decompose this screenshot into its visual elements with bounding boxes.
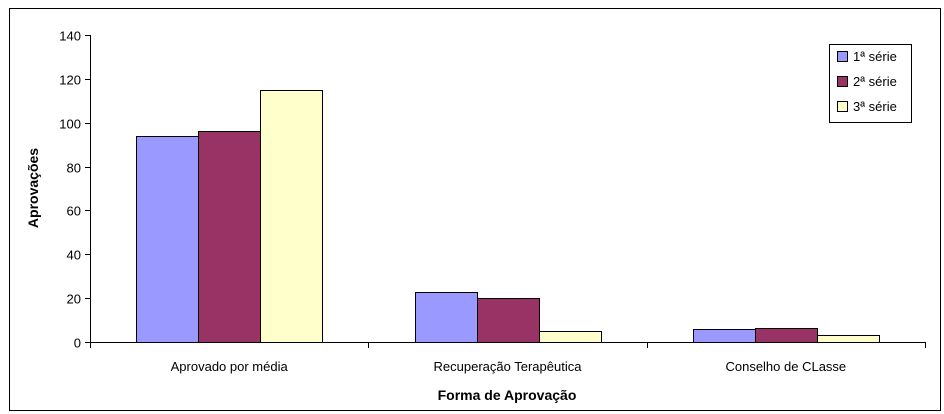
bar	[817, 335, 880, 343]
x-axis: Aprovado por média Recuperação Terapêutic…	[90, 342, 926, 374]
bar	[136, 136, 199, 343]
bar	[539, 331, 602, 343]
y-tick-label: 20	[67, 292, 81, 307]
y-tick-label: 60	[67, 204, 81, 219]
bar	[198, 131, 261, 343]
y-tick-label: 100	[59, 117, 81, 132]
x-tick-label: Aprovado por média	[171, 359, 289, 374]
legend-label: 2ª série	[853, 74, 897, 89]
x-tick-label: Recuperação Terapêutica	[434, 359, 583, 374]
y-tick-label: 40	[67, 248, 81, 263]
y-tick-label: 0	[74, 336, 81, 351]
y-tick-label: 120	[59, 73, 81, 88]
legend-label: 1ª série	[853, 49, 897, 64]
bar	[755, 328, 818, 343]
legend-swatch	[837, 101, 848, 112]
y-axis-title: Aprovações	[25, 148, 41, 228]
legend-swatch	[837, 76, 848, 87]
bar	[477, 298, 540, 343]
legend: 1ª série 2ª série 3ª série	[829, 44, 912, 123]
x-axis-title: Forma de Aprovação	[438, 387, 577, 403]
y-tick-label: 140	[59, 29, 81, 44]
y-tick-label: 80	[67, 161, 81, 176]
plot-area	[136, 90, 880, 343]
bar	[260, 90, 323, 343]
legend-swatch	[837, 51, 848, 62]
legend-label: 3ª série	[853, 99, 897, 114]
x-tick-label: Conselho de CLasse	[725, 359, 846, 374]
bar	[415, 292, 478, 343]
bar	[693, 329, 756, 343]
y-axis: 0 20 40 60 80 100 120 140	[59, 29, 91, 351]
